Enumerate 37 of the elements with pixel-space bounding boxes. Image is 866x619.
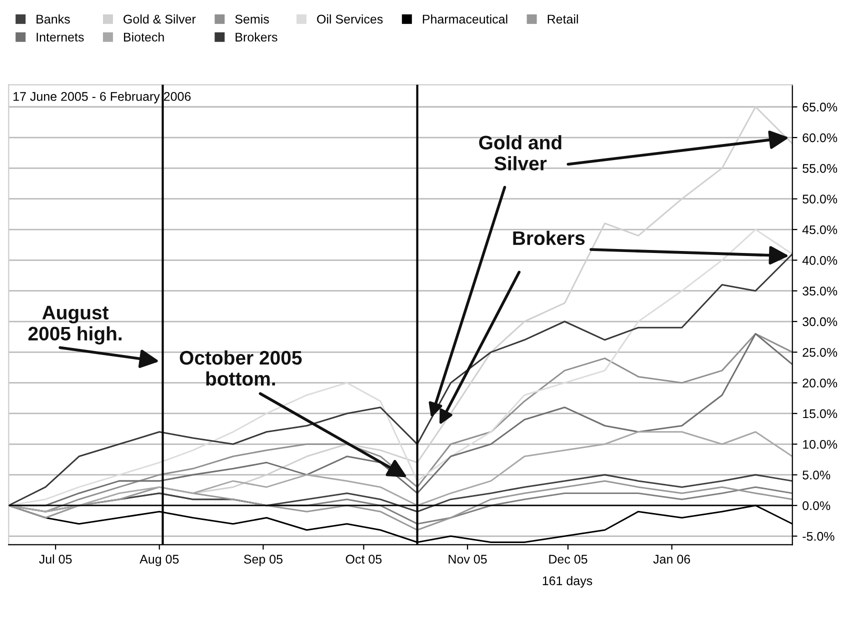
- legend-label: Brokers: [236, 32, 278, 42]
- y-tick-label: 65.0%: [802, 102, 838, 112]
- annotation: August 2005 high.: [28, 306, 122, 344]
- y-tick-label: 20.0%: [802, 378, 838, 388]
- legend-label: Semis: [235, 14, 269, 24]
- x-tick-label: Sep 05: [244, 554, 282, 566]
- legend-label: Oil Services: [317, 14, 383, 24]
- annotation: Gold and Silver: [479, 135, 562, 170]
- legend-label: Internets: [36, 32, 84, 42]
- text: 17 June 2005 - 6 February 2006: [14, 92, 191, 104]
- x-tick-label: Jul 05: [39, 554, 72, 564]
- x-tick-label: Nov 05: [448, 554, 487, 564]
- x-tick-label: Jan 06: [653, 554, 690, 564]
- y-tick-label: 60.0%: [802, 133, 838, 142]
- annotation: October 2005 bottom.: [180, 350, 302, 386]
- y-tick-label: 40.0%: [802, 256, 838, 265]
- x-tick-label: Aug 05: [140, 554, 179, 566]
- y-tick-label: 50.0%: [802, 194, 838, 204]
- legend-label: Banks: [36, 14, 70, 24]
- x-tick-label: Oct 05: [346, 554, 382, 564]
- legend-label: Biotech: [124, 32, 164, 42]
- legend-label: Retail: [548, 14, 578, 24]
- legend-label: Pharmaceutical: [422, 14, 508, 24]
- y-tick-label: 10.0%: [803, 440, 838, 449]
- y-tick-label: 45.0%: [802, 225, 838, 234]
- y-tick-label: 0.0%: [802, 501, 830, 510]
- y-tick-label: -5.0%: [802, 532, 834, 541]
- y-tick-label: 35.0%: [802, 286, 838, 296]
- text: 161 days: [542, 576, 592, 588]
- x-tick-label: Dec 05: [549, 554, 588, 564]
- legend-label: Gold & Silver: [124, 14, 196, 24]
- annotation: Brokers: [513, 230, 585, 246]
- y-tick-label: 25.0%: [802, 348, 838, 357]
- y-tick-label: 30.0%: [802, 317, 838, 326]
- y-tick-label: 15.0%: [803, 409, 838, 418]
- y-tick-label: 5.0%: [802, 470, 830, 480]
- y-tick-label: 55.0%: [802, 164, 838, 173]
